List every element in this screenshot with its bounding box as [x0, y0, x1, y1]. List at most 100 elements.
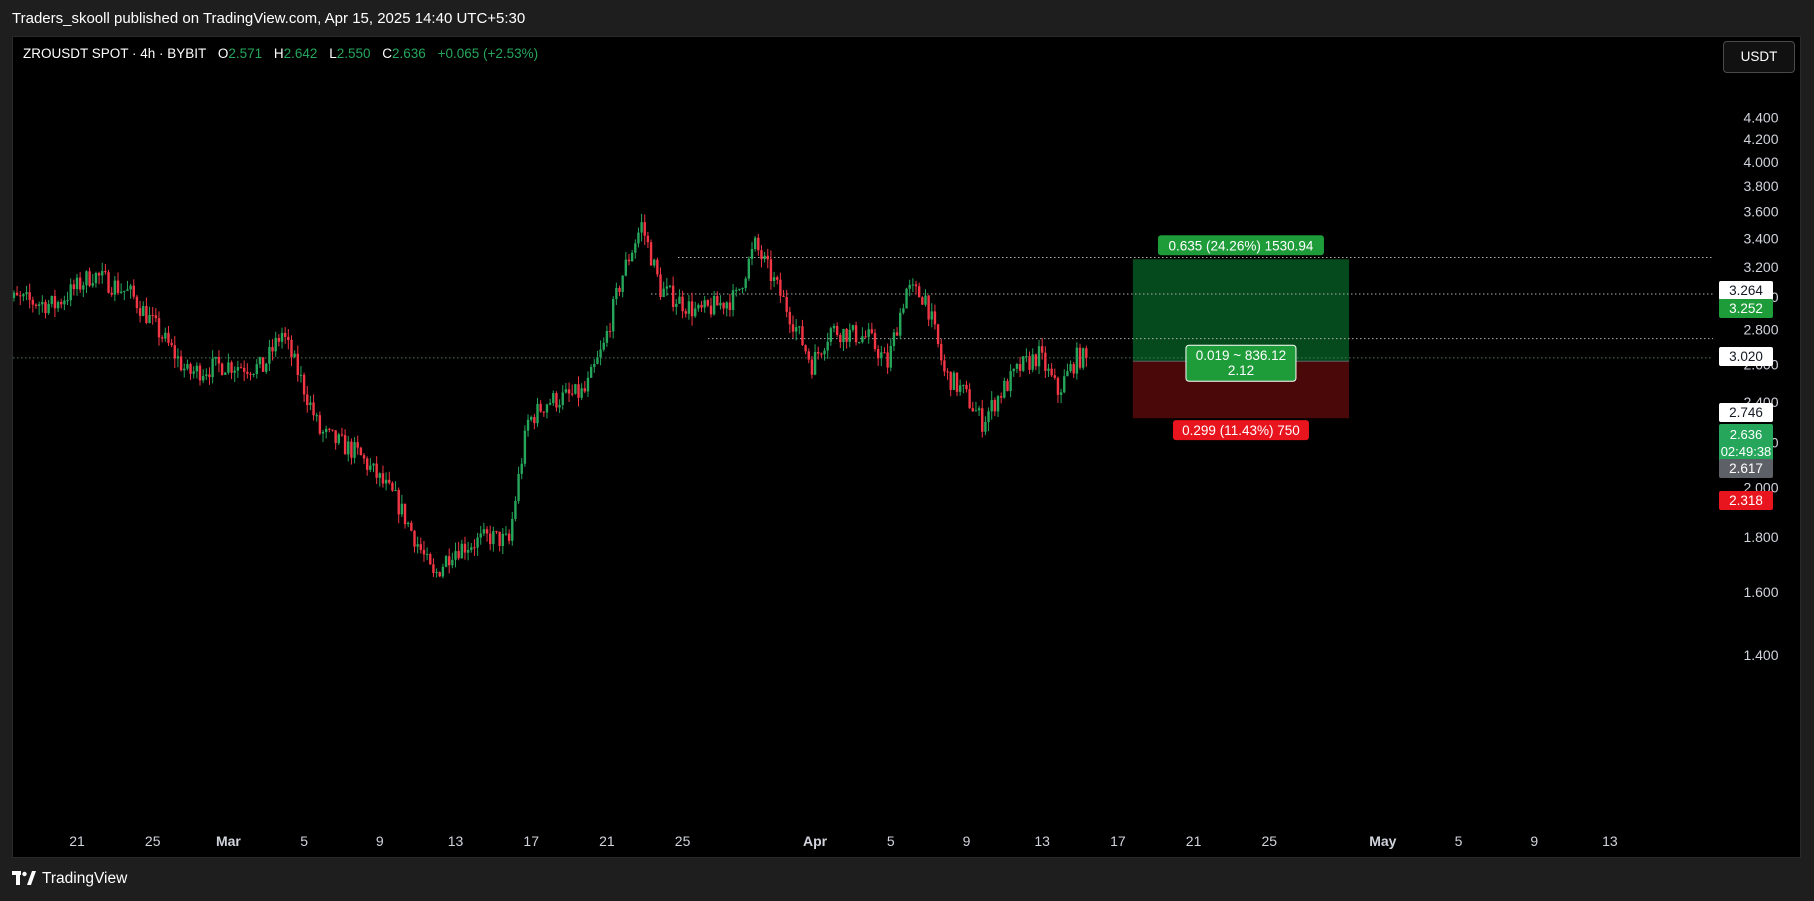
candle-body	[583, 388, 587, 392]
x-tick-label: 13	[448, 833, 464, 849]
candle-body	[381, 473, 385, 484]
candle-body	[501, 533, 505, 546]
candle-body	[302, 374, 306, 395]
y-tick-label: 4.200	[1743, 131, 1778, 147]
x-tick-label: 5	[1455, 833, 1463, 849]
price-tag-2746: 2.746	[1719, 403, 1773, 422]
candle-body	[1050, 368, 1053, 376]
candle-body	[902, 308, 905, 313]
candle-body	[782, 295, 785, 298]
candle-body	[410, 522, 413, 531]
price-tag-entry: 2.617	[1719, 459, 1773, 478]
candle-body	[37, 304, 41, 306]
candle-body	[993, 400, 997, 412]
candle-body	[589, 367, 593, 378]
candle-body	[63, 300, 66, 305]
candle-body	[258, 357, 262, 365]
symbol-name: ZROUSDT SPOT · 4h · BYBIT	[23, 46, 207, 61]
candle-body	[536, 403, 539, 424]
candle-body	[47, 303, 50, 314]
candle-body	[255, 364, 258, 375]
candle-body	[870, 329, 874, 334]
candle-body	[675, 303, 678, 307]
candle-body	[599, 349, 602, 358]
candle-body	[230, 362, 233, 373]
candle-body	[1012, 368, 1015, 372]
candle-body	[293, 353, 296, 358]
candle-body	[372, 463, 375, 466]
candle-body	[28, 292, 31, 300]
candle-body	[712, 295, 716, 315]
currency-button[interactable]: USDT	[1723, 41, 1795, 73]
candle-body	[186, 364, 189, 369]
candle-body	[249, 373, 252, 375]
price-chart[interactable]: 1.4001.6001.8002.0002.2002.4002.6002.800…	[13, 37, 1802, 859]
high-value: 2.642	[283, 46, 318, 61]
candle-body	[416, 544, 419, 547]
candle-body	[406, 522, 410, 525]
candle-body	[624, 259, 628, 276]
candle-body	[1018, 364, 1022, 371]
candle-body	[876, 348, 880, 359]
candle-body	[845, 329, 848, 342]
candle-body	[548, 403, 552, 405]
position-stop-label-bg	[1172, 420, 1309, 441]
candle-body	[1022, 356, 1025, 371]
y-tick-label: 3.600	[1743, 204, 1778, 220]
x-tick-label: Mar	[216, 833, 241, 849]
position-stop-label: 0.299 (11.43%) 750	[1182, 423, 1300, 438]
candle-body	[542, 411, 546, 413]
candle-body	[605, 330, 609, 343]
x-tick-label: 13	[1602, 833, 1618, 849]
candle-body	[419, 544, 423, 550]
y-tick-label: 4.000	[1743, 154, 1778, 170]
candle-body	[476, 537, 479, 548]
candle-body	[148, 315, 151, 324]
candle-body	[861, 336, 864, 343]
candle-body	[457, 551, 460, 559]
candle-body	[362, 455, 366, 459]
y-tick-label: 2.800	[1743, 321, 1778, 337]
open-value: 2.571	[228, 46, 263, 61]
candle-body	[441, 566, 445, 577]
candle-body	[984, 421, 987, 432]
price-tag-current: 2.636 02:49:38	[1719, 424, 1773, 462]
candle-body	[170, 342, 173, 346]
candle-body	[921, 297, 924, 305]
candle-body	[432, 564, 435, 573]
candle-body	[1081, 348, 1085, 368]
candle-body	[785, 297, 788, 312]
candle-body	[22, 294, 25, 297]
candle-body	[640, 222, 643, 233]
candle-body	[365, 458, 369, 470]
candle-body	[943, 360, 946, 372]
candle-body	[252, 374, 255, 376]
price-tag-stop: 2.318	[1719, 491, 1773, 510]
y-tick-label: 3.800	[1743, 178, 1778, 194]
candle-body	[69, 284, 72, 301]
candle-body	[643, 222, 646, 236]
candle-body	[892, 332, 896, 346]
candle-body	[1056, 377, 1060, 395]
candle-body	[608, 330, 612, 332]
candle-body	[1006, 380, 1009, 391]
candle-body	[835, 325, 839, 335]
y-tick-label: 1.800	[1743, 529, 1778, 545]
candle-body	[779, 279, 782, 296]
y-tick-label: 3.400	[1743, 230, 1778, 246]
x-tick-label: 9	[376, 833, 384, 849]
candle-body	[397, 489, 400, 515]
candle-body	[309, 402, 312, 406]
candle-body	[473, 547, 476, 549]
x-tick-label: 21	[1186, 833, 1202, 849]
candle-body	[1053, 375, 1056, 378]
candle-body	[447, 556, 451, 566]
candle-body	[391, 482, 394, 491]
published-text: Traders_skooll published on TradingView.…	[12, 10, 526, 27]
candle-body	[826, 341, 829, 351]
candle-body	[384, 479, 388, 484]
candle-body	[899, 312, 902, 336]
chart-area[interactable]: 1.4001.6001.8002.0002.2002.4002.6002.800…	[12, 36, 1801, 858]
candle-body	[807, 351, 810, 360]
candle-body	[1078, 347, 1082, 368]
